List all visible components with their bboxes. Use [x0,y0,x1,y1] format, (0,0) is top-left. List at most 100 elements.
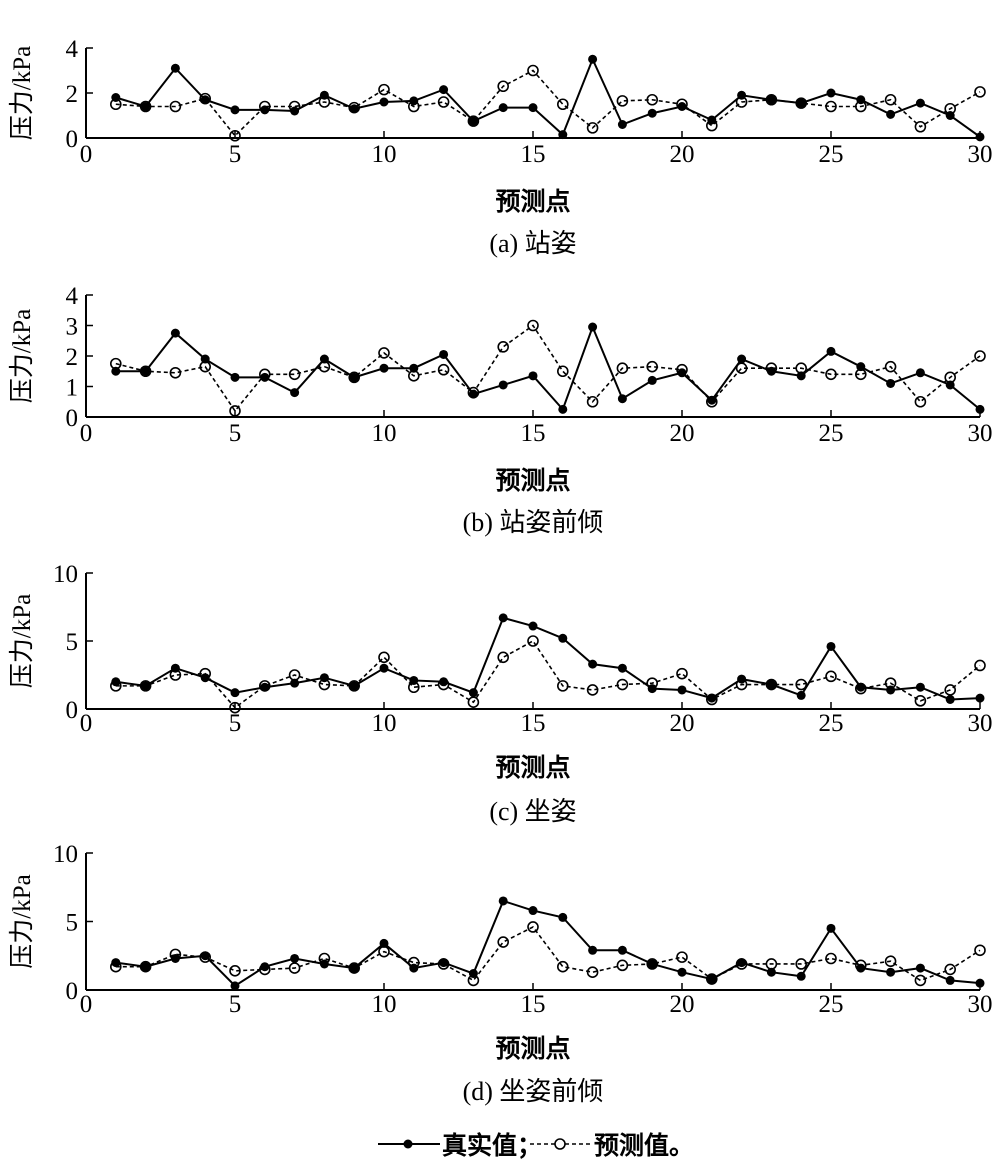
pred-point [110,98,122,111]
pred-point [676,951,688,963]
real-point [558,633,568,643]
real-point [677,967,687,977]
pred-point [616,959,629,972]
pred-point [765,958,778,970]
pred-point [854,959,867,972]
pred-point [676,98,688,111]
real-series-line [115,56,981,138]
pred-point [854,682,867,695]
y-tick-label: 1 [66,375,79,402]
legend-pred-marker [554,1138,566,1150]
pred-point [169,948,182,961]
x-axis-label: 预测点 [495,753,570,782]
pred-point [407,370,420,382]
x-tick-label: 15 [521,141,546,168]
real-point [230,981,240,991]
x-tick-label: 5 [229,141,242,168]
x-tick-label: 0 [80,991,93,1018]
real-point [975,978,985,988]
pred-point [705,119,718,132]
pred-point [914,695,927,707]
real-point [796,690,806,700]
real-point [468,116,478,126]
x-tick-label: 15 [521,420,546,447]
real-point [588,945,598,955]
x-tick-label: 0 [80,420,93,447]
real-point [141,102,151,111]
pred-point [944,102,957,115]
pred-point [914,120,927,133]
real-point [230,372,240,382]
real-point [290,388,300,398]
pred-point [854,368,867,381]
pred-point [467,115,480,127]
real-point [975,693,985,703]
real-point [498,380,508,390]
y-tick-label: 0 [66,978,79,1005]
pred-point [974,944,986,957]
real-point [766,680,776,690]
pred-point [765,362,778,375]
y-tick-label: 5 [66,910,79,937]
pred-point [229,405,241,417]
pred-point [497,341,510,353]
real-point [886,109,896,119]
pred-point [288,669,301,681]
x-tick-label: 25 [819,420,844,447]
y-tick-label: 0 [66,126,79,153]
real-point [290,953,300,963]
real-point [915,963,925,973]
x-tick-label: 5 [229,710,242,737]
pred-point [944,684,957,696]
real-point [915,682,925,692]
pred-point [348,962,361,974]
pred-point [914,974,927,987]
legend-real-label: 真实值； [442,1131,542,1160]
pred-point [795,97,808,109]
real-point [528,621,538,631]
real-point [468,688,478,698]
pred-point [378,651,390,664]
x-tick-label: 10 [372,420,397,447]
pred-point [288,100,301,113]
y-tick-label: 5 [66,629,79,656]
x-tick-label: 15 [521,991,546,1018]
pred-point [735,362,748,375]
real-point [945,380,955,390]
y-tick-label: 4 [66,283,79,310]
pred-point [556,960,569,973]
pred-point [258,100,271,113]
pred-point [199,667,211,680]
x-tick-label: 0 [80,141,93,168]
pred-series-line [115,324,981,413]
x-tick-label: 30 [968,420,993,447]
pred-point [705,395,718,408]
x-tick-label: 15 [521,710,546,737]
real-point [111,677,121,687]
pred-series-line [115,69,981,137]
pred-point [705,973,718,985]
pred-point [646,958,659,970]
real-point [796,971,806,981]
real-point [766,967,776,977]
pred-point [437,96,450,108]
real-point [886,378,896,388]
pred-point [616,95,629,107]
subplot-caption: (b) 站姿前倾 [463,508,604,537]
pred-point [795,958,808,970]
real-point [826,346,836,356]
pred-point [556,98,569,111]
pred-point [378,945,390,958]
pred-point [944,963,957,976]
pred-point [437,678,450,691]
pred-point [229,701,241,714]
real-point [558,130,568,140]
pred-point [199,360,211,373]
pred-point [974,350,986,362]
pred-point [318,96,331,108]
y-axis-label: 压力/kPa [8,46,36,140]
y-tick-label: 3 [66,314,79,341]
x-tick-label: 20 [670,991,695,1018]
pred-point [884,360,897,373]
pred-point [586,684,599,696]
